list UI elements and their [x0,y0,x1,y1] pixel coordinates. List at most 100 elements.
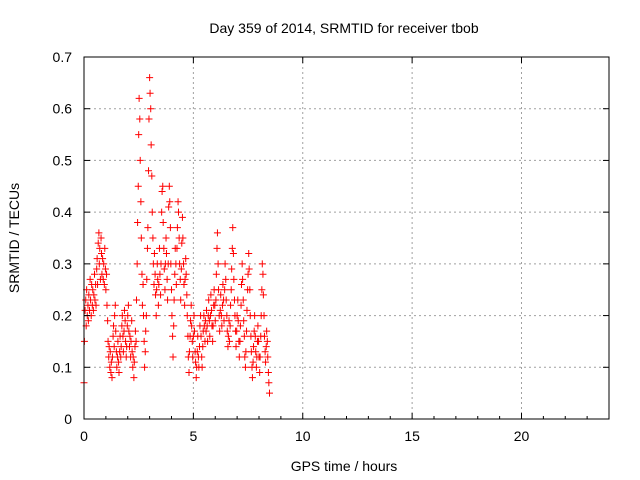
data-point [128,348,136,356]
data-point [145,167,153,175]
data-point [188,322,196,330]
data-point [212,296,220,304]
data-point [264,368,272,376]
data-point [94,281,102,289]
data-point [263,327,271,335]
data-point [229,250,237,258]
data-point [138,301,146,309]
y-tick-label: 0.2 [53,308,73,324]
data-point [138,270,146,278]
data-point [121,317,129,325]
data-point [113,363,121,371]
data-point [219,281,227,289]
data-point [177,296,185,304]
data-point [252,363,260,371]
data-point [103,301,111,309]
data-point [245,265,253,273]
data-point [114,337,122,345]
data-point [263,337,271,345]
data-point [140,337,148,345]
data-point [224,343,232,351]
data-point [187,301,195,309]
data-point [211,317,219,325]
data-point [104,317,112,325]
data-point [124,301,132,309]
data-point [213,229,221,237]
data-point [91,270,98,278]
data-point [99,275,107,283]
data-point [209,337,217,345]
data-point [136,115,144,123]
data-point [248,374,256,382]
data-point [158,187,166,195]
data-point [240,332,248,340]
data-point [128,317,136,325]
data-point [217,291,225,299]
data-point [180,281,188,289]
data-point [164,296,172,304]
data-point [178,213,186,221]
data-point [174,198,182,206]
data-point [98,250,105,258]
data-point [159,182,167,190]
data-point [228,244,236,252]
chart-title: Day 359 of 2014, SRMTID for receiver tbo… [209,20,478,36]
data-point [119,348,127,356]
data-point [183,312,191,320]
data-points [80,74,273,397]
data-point [205,317,213,325]
data-point [173,244,181,252]
data-point [255,337,263,345]
data-point [93,265,101,273]
data-point [147,105,155,113]
data-point [222,275,230,283]
data-point [260,332,268,340]
data-point [125,327,133,335]
data-point [100,281,108,289]
y-tick-label: 0.6 [53,101,73,117]
data-point [124,312,132,320]
data-point [146,89,154,97]
data-point [91,296,99,304]
data-point [129,363,137,371]
data-point [233,312,241,320]
data-point [126,332,134,340]
data-point [131,343,139,351]
data-point [107,368,115,376]
y-tick-label: 0.4 [53,204,73,220]
data-point [89,306,97,314]
data-point [149,234,157,242]
data-point [137,234,145,242]
data-point [141,348,149,356]
data-point [133,296,140,304]
data-point [181,275,189,283]
data-point [199,343,207,351]
data-point [190,312,198,320]
data-point [178,239,186,247]
data-point [160,244,168,252]
data-point [225,317,233,325]
data-point [110,322,118,330]
data-point [120,306,128,314]
data-point [90,291,98,299]
data-point [166,224,174,232]
data-point [244,270,252,278]
data-point [168,312,176,320]
data-point [165,203,173,211]
data-point [157,291,165,299]
data-point [154,301,162,309]
data-point [181,301,189,309]
data-point [134,182,142,190]
data-point [119,332,127,340]
data-point [104,337,112,345]
data-point [238,281,245,289]
data-point [101,244,109,252]
data-point [207,291,215,299]
data-point [165,182,173,190]
data-point [222,296,230,304]
data-point [115,368,123,376]
y-tick-label: 0.1 [53,359,73,375]
data-point [223,312,231,320]
data-point [221,260,229,268]
